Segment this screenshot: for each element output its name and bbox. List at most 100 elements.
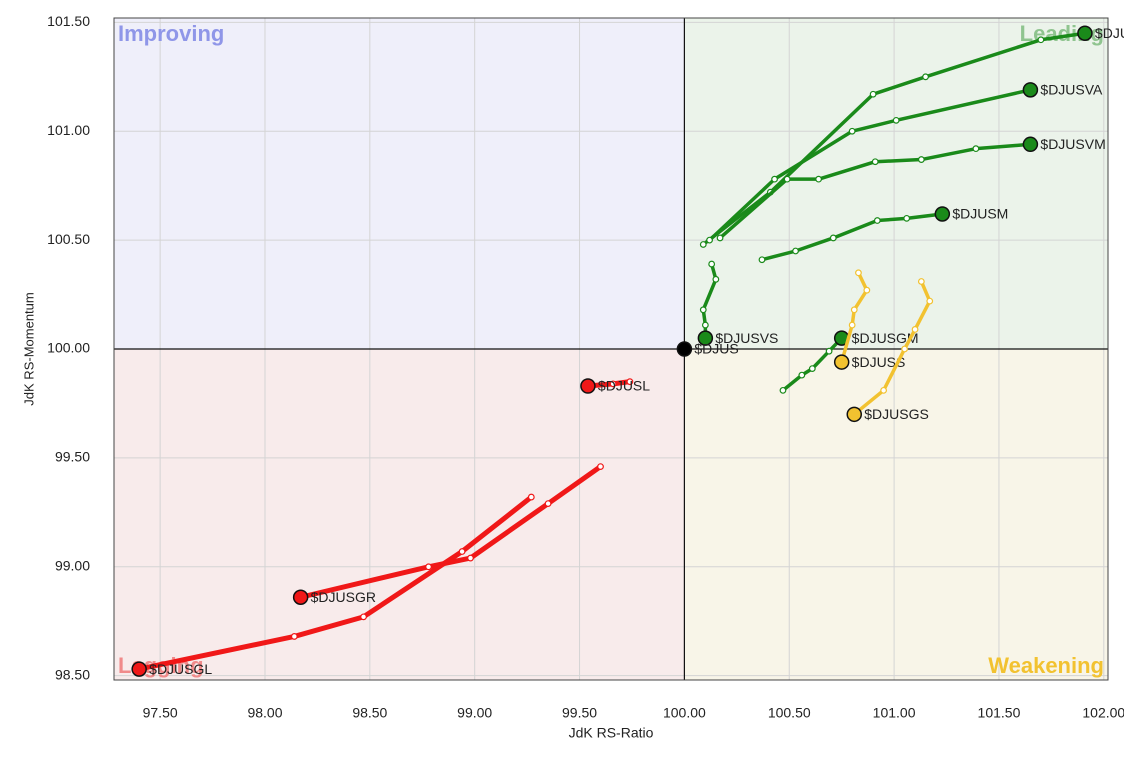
tail-point	[869, 90, 877, 98]
tail-point	[911, 326, 919, 333]
tail-point	[917, 278, 925, 285]
tail-point	[922, 73, 929, 81]
tail-point	[699, 306, 707, 314]
head-point	[580, 378, 596, 394]
tail-point	[855, 269, 862, 277]
tail-point	[848, 127, 856, 135]
tail-point	[771, 175, 778, 183]
tail-point	[779, 386, 787, 394]
tail-point	[901, 345, 908, 353]
series-label: $DJUSM	[952, 206, 1008, 222]
tail-point	[699, 241, 707, 248]
tail	[760, 212, 945, 262]
x-tick-label: 98.00	[247, 705, 282, 721]
tail-point	[597, 463, 604, 470]
y-axis-label: JdK RS-Momentum	[21, 292, 36, 405]
x-tick-label: 102.00	[1082, 705, 1124, 721]
tail-point	[825, 347, 833, 355]
tail-point	[544, 500, 552, 508]
tail-point	[917, 156, 925, 163]
y-tick-label: 99.00	[55, 557, 90, 573]
y-tick-label: 101.50	[47, 13, 90, 29]
quadrant	[684, 349, 1108, 680]
series-label: $DJUSVM	[1040, 136, 1105, 152]
x-axis-label: JdK RS-Ratio	[569, 725, 654, 741]
head-point	[676, 341, 693, 357]
tail-point	[458, 548, 466, 555]
tail-point	[701, 321, 709, 329]
quadrant	[684, 18, 1108, 349]
head-point	[833, 354, 850, 370]
tail-point	[1037, 36, 1045, 44]
x-tick-label: 100.50	[768, 705, 811, 721]
head-point	[934, 206, 951, 222]
tail-point	[706, 236, 713, 244]
series-label: $DJUSGM	[852, 330, 919, 346]
series-label: $DJUSVA	[1040, 82, 1103, 98]
tail-point	[972, 145, 980, 153]
tail-point	[850, 306, 858, 314]
tail	[852, 279, 932, 417]
tail-point	[467, 554, 474, 562]
plot-border	[113, 17, 1109, 681]
tail-point	[880, 386, 888, 394]
series-label: $DJUSGS	[864, 406, 929, 422]
y-tick-label: 101.00	[47, 122, 90, 138]
series-label: $DJUS	[694, 341, 738, 357]
head-point	[1022, 82, 1039, 98]
series-label: $DJUSL	[598, 378, 650, 394]
tail-point	[829, 234, 837, 242]
head-point	[292, 589, 309, 605]
tail-point	[626, 378, 634, 386]
tail-point	[815, 175, 823, 183]
tail-point	[290, 633, 298, 640]
series-label: $DJUSVS	[715, 330, 778, 346]
tail-point	[792, 247, 799, 255]
tail-point	[716, 234, 724, 242]
x-tick-label: 97.50	[143, 705, 178, 721]
tail-point	[527, 493, 535, 501]
series-label: $DJUSGR	[311, 589, 376, 605]
quadrant-label: Improving	[118, 21, 224, 46]
series-label: $DJUSVL	[1095, 25, 1124, 41]
series-label: $DJUSS	[852, 354, 906, 370]
tail-point	[926, 297, 934, 305]
tail-point	[360, 613, 367, 621]
quadrant-label: Weakening	[988, 653, 1104, 678]
y-tick-label: 99.50	[55, 449, 90, 465]
x-tick-label: 100.00	[663, 705, 706, 721]
tail-point	[798, 371, 806, 379]
x-tick-label: 99.00	[457, 705, 492, 721]
x-tick-label: 99.50	[562, 705, 597, 721]
x-tick-label: 101.00	[873, 705, 916, 721]
tail-point	[783, 175, 791, 183]
x-tick-label: 98.50	[352, 705, 387, 721]
quadrant	[114, 349, 685, 680]
x-tick-label: 101.50	[978, 705, 1021, 721]
tail-point	[873, 217, 881, 224]
tail-point	[892, 116, 900, 124]
tail-point	[903, 214, 911, 222]
y-tick-label: 100.00	[47, 340, 90, 356]
tail-point	[609, 380, 617, 388]
tail-point	[808, 365, 816, 372]
head-point	[131, 661, 147, 677]
tail-point	[871, 158, 879, 166]
tail-point	[863, 286, 871, 294]
head-point	[846, 406, 863, 423]
y-tick-label: 100.50	[47, 231, 90, 247]
tail-point	[848, 321, 856, 329]
tail-point	[758, 256, 766, 264]
head-point	[697, 330, 714, 346]
tail-point	[708, 260, 716, 268]
tail	[701, 31, 1087, 247]
head-point	[1077, 25, 1093, 41]
y-tick-label: 98.50	[55, 666, 90, 682]
head-point	[1022, 136, 1039, 153]
series-label: $DJUSGL	[149, 661, 212, 677]
tail-point	[425, 563, 432, 571]
quadrant	[114, 18, 685, 349]
tail-point	[712, 275, 720, 283]
